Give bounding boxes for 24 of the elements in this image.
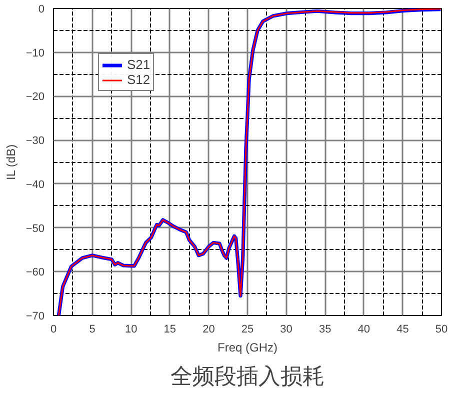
x-tick-label: 25 [241,324,254,336]
x-tick-label: 20 [202,324,215,336]
x-tick-label: 30 [280,324,292,336]
x-tick-label: 5 [89,324,96,336]
y-tick-label: −30 [26,135,45,148]
y-tick-label: −50 [26,222,45,235]
x-tick-label: 45 [396,324,409,336]
y-tick-label: −70 [26,310,45,322]
y-tick-label: 0 [38,4,45,16]
legend-label: S21 [127,57,150,72]
x-tick-label: 35 [318,324,332,336]
y-tick-label: −20 [26,91,45,104]
y-axis-title: IL (dB) [4,144,18,180]
y-tick-label: −60 [26,266,45,279]
x-tick-label: 50 [435,324,448,336]
x-tick-label: 40 [358,324,370,336]
x-tick-label: 15 [164,324,176,336]
y-tick-label: −40 [26,178,45,191]
text: 全频段插入损耗 [170,364,324,390]
y-tick-label: −10 [26,47,45,60]
x-tick-label: 0 [50,324,57,336]
x-tick-label: 10 [124,324,138,336]
x-axis-title: Freq (GHz) [218,340,278,354]
legend-label: S12 [127,72,150,87]
